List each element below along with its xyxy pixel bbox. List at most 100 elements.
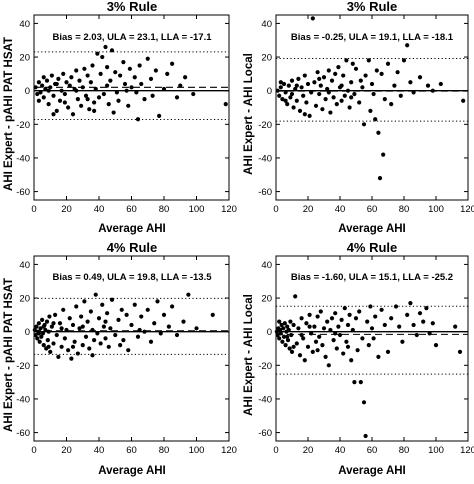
data-point [41,343,46,348]
data-point [75,351,80,356]
data-point [400,339,405,344]
data-point [275,332,280,338]
data-point [35,91,40,97]
y-tick-label: -60 [16,187,30,198]
data-point [296,76,301,82]
y-tick-label: 20 [261,294,272,305]
x-tick-label: 40 [94,445,105,456]
data-point [317,334,322,339]
data-point [114,90,119,95]
data-point [405,43,410,48]
data-point [331,95,336,100]
data-point [70,112,76,117]
data-point [296,326,301,331]
data-point [310,349,315,354]
data-point [282,321,287,326]
data-point [101,91,106,97]
data-point [342,93,347,98]
data-point [178,83,183,88]
data-point [293,86,298,92]
data-point [320,107,325,112]
data-point [352,91,357,97]
data-point [150,93,155,98]
x-tick-label: 60 [367,445,378,456]
data-point [313,103,319,108]
data-point [312,80,317,85]
y-tick-label: 40 [261,19,272,30]
data-point [401,58,407,63]
data-point [345,88,351,93]
data-point [299,332,304,338]
data-point [82,66,87,71]
data-point [411,322,416,328]
x-tick-label: 0 [31,204,36,215]
data-point [69,356,74,361]
y-tick-label: -60 [16,428,30,439]
data-point [158,331,163,336]
x-tick-label: 0 [273,204,278,215]
data-point [329,78,335,83]
data-point [67,83,72,88]
data-point [358,380,363,385]
data-point [395,70,400,75]
data-point [92,337,97,343]
data-point [66,105,71,110]
data-point [59,344,64,349]
data-point [103,336,108,341]
data-point [325,319,330,324]
data-point [56,76,61,82]
data-point [328,327,333,333]
data-point [51,321,56,326]
y-tick-label: 20 [261,53,272,64]
panel-annotation: Bias = -0.25, ULA = 19.1, LLA = -18.1 [291,32,454,43]
data-point [344,58,349,63]
data-point [93,292,98,297]
data-point [331,337,336,343]
data-point [36,331,41,336]
data-point [317,91,322,97]
panel-top-left: 3% Rule Bias = 2.03, ULA = 23.1, LLA = -… [3,0,237,235]
data-point [304,321,309,326]
data-point [36,80,41,85]
data-point [93,86,98,92]
data-point [96,95,102,100]
data-point [368,304,373,309]
y-tick-label: -60 [258,187,272,198]
data-point [321,326,327,331]
data-point [121,59,126,65]
data-point [278,80,283,85]
data-point [90,353,95,358]
y-tick-label: -20 [16,361,30,372]
data-point [307,113,312,119]
data-point [286,327,291,333]
data-point [161,86,167,92]
data-point [33,332,38,338]
x-tick-label: 80 [399,204,410,215]
data-point [62,336,67,341]
plot-area [33,255,230,442]
data-point [92,108,97,113]
data-point [424,306,429,311]
data-point [417,75,423,80]
data-point [54,81,59,87]
y-tick-label: 0 [267,86,272,97]
data-point [40,83,45,88]
data-point [323,96,328,102]
data-point [137,63,142,68]
x-tick-label: 20 [303,204,314,215]
data-point [461,98,466,103]
data-point [457,349,463,354]
data-point [145,307,150,312]
data-point [379,307,384,312]
data-point [32,327,37,333]
data-point [80,343,85,348]
panel-title: 3% Rule [347,0,398,14]
x-tick-label: 100 [189,445,205,456]
data-point [194,326,199,331]
data-point [315,348,320,353]
x-axis-label: Average AHI [338,223,406,235]
data-point [47,314,52,319]
data-point [302,358,307,363]
data-point [116,317,121,323]
data-point [274,329,279,334]
